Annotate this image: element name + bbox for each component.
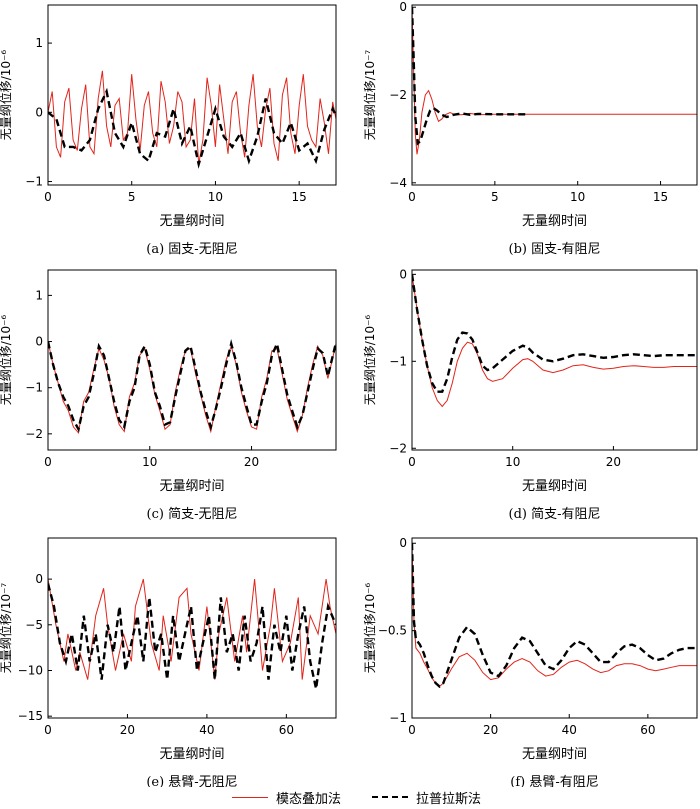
y-axis-label: 无量纲位移/10⁻⁶ xyxy=(362,315,377,406)
y-tick-label: 1 xyxy=(35,288,43,302)
legend-label-modal: 模态叠加法 xyxy=(276,791,342,807)
x-tick-label: 40 xyxy=(562,723,577,737)
panel-caption: (f) 悬臂-有阻尼 xyxy=(510,775,598,787)
y-tick-label: −1 xyxy=(25,381,43,395)
y-axis-label: 无量纲位移/10⁻⁶ xyxy=(362,583,377,674)
x-tick-label: 20 xyxy=(483,723,498,737)
x-tick-label: 5 xyxy=(491,190,499,204)
y-tick-label: 0 xyxy=(399,267,407,281)
y-axis-label: 无量纲位移/10⁻⁶ xyxy=(0,50,13,141)
y-axis-label: 无量纲位移/10⁻⁶ xyxy=(0,315,13,406)
y-tick-label: −2 xyxy=(389,88,407,102)
legend-label-laplace: 拉普拉斯法 xyxy=(416,791,482,807)
chart-panel-1: 0 5 10 15 −4 −2 0 无量纲时间 无量纲位移/10⁻⁷ (b) 固支-有阻尼 xyxy=(362,0,698,257)
x-tick-label: 0 xyxy=(408,190,416,204)
plot-frame xyxy=(411,4,698,186)
panel-caption: (c) 简支-无阻尼 xyxy=(147,506,238,522)
series-modal-line xyxy=(412,274,697,408)
x-tick-label: 10 xyxy=(142,455,157,469)
plot-frame xyxy=(411,537,698,719)
plot-frame xyxy=(47,537,337,719)
x-axis-label: 无量纲时间 xyxy=(522,214,587,229)
y-tick-label: −10 xyxy=(18,663,43,677)
series-laplace-line xyxy=(48,87,336,169)
y-tick-label: −5 xyxy=(25,618,43,632)
x-tick-label: 0 xyxy=(44,723,52,737)
y-tick-label: 0 xyxy=(35,335,43,349)
panel-caption: (b) 固支-有阻尼 xyxy=(509,242,601,257)
x-tick-label: 15 xyxy=(292,190,307,204)
y-tick-label: 0 xyxy=(35,572,43,586)
x-tick-label: 40 xyxy=(199,723,214,737)
x-axis-label: 无量纲时间 xyxy=(522,747,587,762)
legend: 模态叠加法 拉普拉斯法 xyxy=(0,787,700,807)
plot-frame xyxy=(47,4,337,186)
panel-caption: (d) 简支-有阻尼 xyxy=(509,506,601,522)
x-tick-label: 10 xyxy=(208,190,223,204)
y-tick-label: −1 xyxy=(389,354,407,368)
series-laplace-line xyxy=(412,543,697,689)
legend-swatch-modal xyxy=(232,796,268,798)
panel-caption: (e) 悬臂-无阻尼 xyxy=(146,775,237,787)
x-tick-label: 0 xyxy=(44,190,52,204)
series-modal-line xyxy=(48,70,336,165)
chart-panel-3: 0 10 20 −2 −1 0 无量纲时间 无量纲位移/10⁻⁶ (d) 简支-有阻尼 xyxy=(362,267,698,522)
y-tick-label: 0 xyxy=(35,105,43,119)
panel-caption: (a) 固支-无阻尼 xyxy=(146,242,237,257)
y-tick-label: −15 xyxy=(18,709,43,723)
x-tick-label: 60 xyxy=(640,723,655,737)
x-axis-label: 无量纲时间 xyxy=(522,479,587,494)
y-tick-label: −2 xyxy=(389,441,407,455)
series-laplace-line xyxy=(48,583,336,690)
plot-frame xyxy=(47,269,337,451)
series-modal-line xyxy=(412,543,697,688)
y-tick-label: 1 xyxy=(35,36,43,50)
chart-panel-2: 0 10 20 −2 −1 0 1 无量纲时间 无量纲位移/10⁻⁶ (c) 简支-无阻尼 xyxy=(0,269,337,522)
y-axis-label: 无量纲位移/10⁻⁷ xyxy=(362,50,377,141)
series-modal-line xyxy=(48,578,336,680)
y-tick-label: −4 xyxy=(389,176,407,190)
x-tick-label: 20 xyxy=(606,455,621,469)
series-modal-line xyxy=(412,7,697,155)
x-tick-label: 60 xyxy=(279,723,294,737)
y-tick-label: −0.5 xyxy=(378,624,407,638)
x-tick-label: 0 xyxy=(44,455,52,469)
x-axis-label: 无量纲时间 xyxy=(159,479,224,494)
x-tick-label: 15 xyxy=(653,190,668,204)
series-laplace-line xyxy=(412,7,528,146)
x-tick-label: 10 xyxy=(505,455,520,469)
chart-panel-5: 0 20 40 60 −1 −0.5 0 无量纲时间 无量纲位移/10⁻⁶ (f) 悬臂-有阻尼 xyxy=(362,536,698,787)
y-tick-label: 0 xyxy=(399,0,407,14)
y-tick-label: −1 xyxy=(389,711,407,725)
x-tick-label: 20 xyxy=(120,723,135,737)
y-tick-label: −2 xyxy=(25,427,43,441)
x-tick-label: 20 xyxy=(244,455,259,469)
plot-frame xyxy=(411,269,698,451)
legend-item-laplace: 拉普拉斯法 xyxy=(372,787,481,807)
series-laplace-line xyxy=(48,339,336,433)
y-axis-label: 无量纲位移/10⁻⁷ xyxy=(0,583,13,674)
x-axis-label: 无量纲时间 xyxy=(159,214,224,229)
x-axis-label: 无量纲时间 xyxy=(159,747,224,762)
legend-swatch-laplace xyxy=(372,796,408,798)
x-tick-label: 10 xyxy=(570,190,585,204)
y-tick-label: 0 xyxy=(399,536,407,550)
legend-item-modal: 模态叠加法 xyxy=(232,787,341,807)
chart-panel-4: 0 20 40 60 −15 −10 −5 0 无量纲时间 无量纲位移/10⁻⁷ (e) 悬臂-无阻… xyxy=(0,537,337,787)
x-tick-label: 0 xyxy=(408,723,416,737)
x-tick-label: 5 xyxy=(128,190,136,204)
x-tick-label: 0 xyxy=(408,455,416,469)
y-tick-label: −1 xyxy=(25,175,43,189)
